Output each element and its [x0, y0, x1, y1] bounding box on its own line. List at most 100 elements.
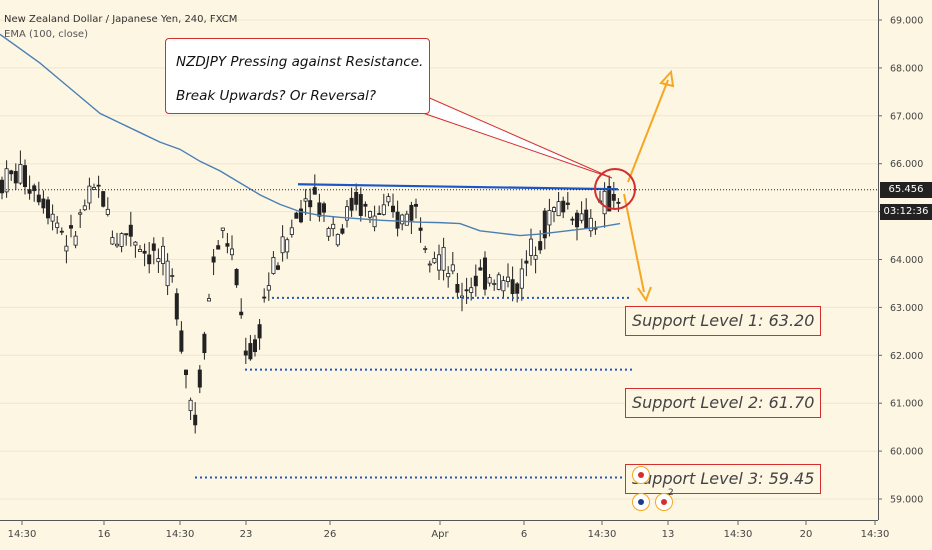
candle-body — [616, 201, 621, 204]
candle-body — [275, 265, 280, 270]
candle-body — [22, 165, 27, 187]
x-tick-label: 26 — [324, 529, 337, 540]
candle-body — [312, 187, 317, 195]
candle-body — [193, 414, 198, 426]
callout-line-2: Break Upwards? Or Reversal? — [176, 88, 377, 104]
y-tick-label: 63.000 — [890, 303, 923, 314]
event-count: 2 — [668, 488, 674, 498]
x-axis-ticks: 14:30 16 14:30 23 26 Apr 6 14:30 13 14:30 20 14:30 — [8, 520, 890, 540]
candle-body — [78, 212, 83, 215]
event-flag-icon[interactable] — [655, 493, 673, 511]
candle-body — [225, 243, 230, 247]
candle-body — [501, 280, 506, 292]
resistance-line — [297, 183, 619, 191]
support-level-2-label[interactable]: Support Level 2: 61.70 — [625, 388, 822, 418]
candle-body — [303, 198, 308, 202]
candle-body — [160, 245, 165, 264]
candle-body — [156, 258, 161, 263]
y-tick-label: 69.000 — [890, 16, 923, 27]
candle-body — [423, 248, 428, 250]
candle-body — [101, 191, 106, 207]
candle-body — [206, 298, 211, 302]
candle-body — [441, 246, 446, 271]
x-tick-label: 14:30 — [861, 529, 890, 540]
current-price-label: 65.456 — [880, 182, 932, 198]
candle-body — [584, 209, 589, 229]
candle-body — [538, 241, 543, 251]
candle-body — [611, 193, 616, 201]
y-tick-label: 68.000 — [890, 63, 923, 74]
candle-body — [413, 203, 418, 207]
event-flag-icon[interactable] — [632, 493, 650, 511]
candle-body — [262, 296, 267, 299]
candle-body — [13, 171, 18, 184]
support-level-1-label[interactable]: Support Level 1: 63.20 — [625, 306, 822, 336]
candle-body — [579, 213, 584, 221]
candle-body — [289, 227, 294, 235]
chart-header: New Zealand Dollar / Japanese Yen, 240, … — [4, 12, 237, 42]
indicator-label[interactable]: EMA (100, close) — [4, 29, 88, 40]
candle-body — [9, 170, 14, 175]
candle-body — [252, 339, 257, 353]
y-tick-label: 61.000 — [890, 399, 923, 410]
event-flag-icon[interactable] — [632, 466, 650, 484]
up-arrow-head — [659, 69, 675, 88]
candle-body — [197, 369, 202, 388]
x-tick-label: 6 — [521, 529, 527, 540]
candle-body — [96, 184, 101, 187]
candle-body — [41, 198, 46, 209]
y-tick-label: 67.000 — [890, 111, 923, 122]
candle-body — [110, 237, 115, 245]
candle-body — [432, 258, 437, 264]
candle-body — [239, 311, 244, 316]
candle-body — [229, 248, 234, 256]
y-tick-label: 59.000 — [890, 495, 923, 506]
candle-body — [243, 350, 248, 356]
candle-body — [119, 233, 124, 247]
candle-body — [602, 190, 607, 215]
candle-body — [174, 293, 179, 320]
candle-body — [372, 215, 377, 228]
candle-body — [469, 287, 474, 293]
candle-body — [561, 200, 566, 213]
support-level-3-label[interactable]: Support Level 3: 59.45 — [625, 464, 822, 494]
candle-body — [552, 207, 557, 212]
candle-body — [344, 206, 349, 221]
candle-body — [519, 268, 524, 289]
candle-body — [607, 186, 612, 212]
candle-body — [170, 275, 175, 277]
x-tick-label: 20 — [800, 529, 813, 540]
callout-line-1: NZDJPY Pressing against Resistance. — [176, 54, 424, 70]
candle-body — [59, 230, 64, 233]
candle-body — [409, 204, 414, 221]
candle-body — [427, 263, 432, 266]
candle-body — [216, 245, 221, 250]
y-tick-label: 60.000 — [890, 447, 923, 458]
countdown-label: 03:12:36 — [880, 204, 932, 220]
candles — [0, 150, 621, 434]
candle-body — [404, 213, 409, 226]
candle-body — [64, 245, 69, 252]
y-axis-ticks: 69.00068.00067.00066.00065.00064.00063.0… — [878, 16, 923, 506]
candle-body — [588, 217, 593, 232]
up-arrow-line — [627, 79, 669, 183]
candle-body — [524, 260, 529, 264]
candle-body — [358, 194, 363, 216]
candle-body — [271, 257, 276, 274]
candle-body — [137, 249, 142, 253]
candle-body — [363, 203, 368, 207]
candle-body — [436, 254, 441, 271]
candle-body — [248, 343, 253, 360]
callout-box[interactable]: NZDJPY Pressing against Resistance. Brea… — [165, 38, 430, 114]
candle-body — [179, 330, 184, 352]
candle-body — [418, 227, 423, 231]
candle-body — [455, 283, 460, 293]
candle-body — [340, 228, 345, 234]
candle-body — [542, 210, 547, 239]
candle-body — [142, 250, 147, 254]
candle-body — [18, 164, 23, 184]
candle-body — [386, 196, 391, 203]
x-tick-label: 13 — [662, 529, 675, 540]
